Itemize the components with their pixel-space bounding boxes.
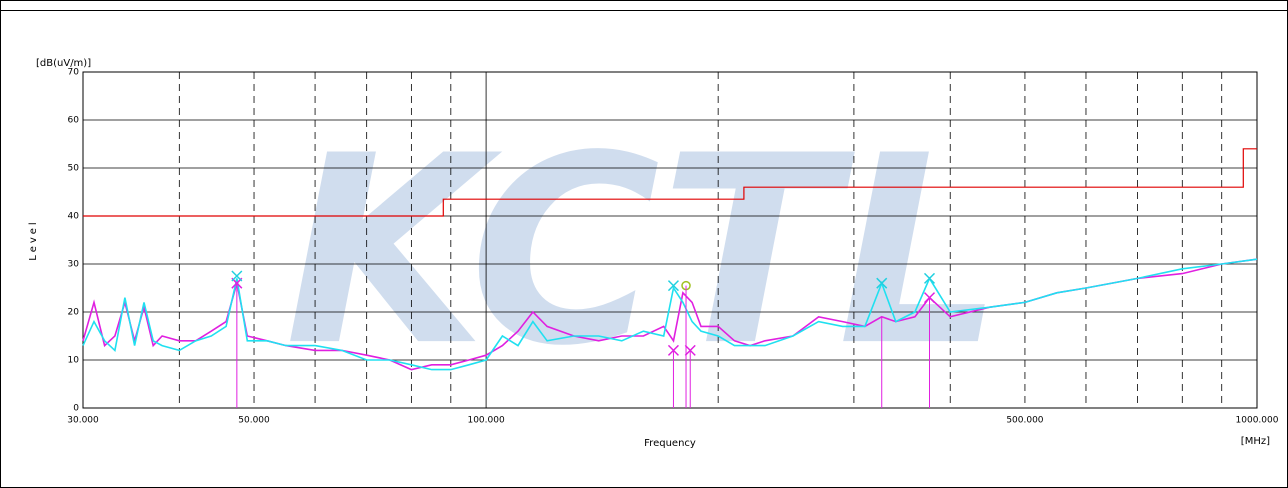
x-tick-label: 1000.000 <box>1236 416 1279 426</box>
watermark: KCTL <box>285 101 1004 403</box>
marker <box>231 270 243 282</box>
marker <box>667 280 679 292</box>
x-tick-label: 50.000 <box>238 416 270 426</box>
y-tick-label: 20 <box>68 308 80 318</box>
marker <box>923 292 936 304</box>
y-tick-label: 10 <box>68 356 80 366</box>
marker <box>667 344 679 356</box>
y-unit: [dB(uV/m)] <box>36 58 91 69</box>
marker <box>684 344 696 356</box>
y-tick-label: 0 <box>73 404 79 414</box>
y-tick-label: 70 <box>68 68 80 78</box>
marker <box>876 277 888 289</box>
marker <box>923 272 936 284</box>
x-tick-label: 500.000 <box>1006 416 1043 426</box>
trace <box>82 258 1258 371</box>
x-tick-label: 30.000 <box>67 416 99 426</box>
x-unit: [MHz] <box>1241 436 1270 447</box>
y-tick-label: 40 <box>68 212 80 222</box>
y-axis-label: Level <box>28 219 39 260</box>
y-tick-label: 30 <box>68 260 80 270</box>
trace <box>82 258 1258 371</box>
x-axis-label: Frequency <box>644 438 696 449</box>
limit-line <box>83 148 1257 217</box>
y-tick-label: 60 <box>68 116 80 126</box>
y-tick-label: 50 <box>68 164 80 174</box>
x-tick-label: 100.000 <box>467 416 504 426</box>
